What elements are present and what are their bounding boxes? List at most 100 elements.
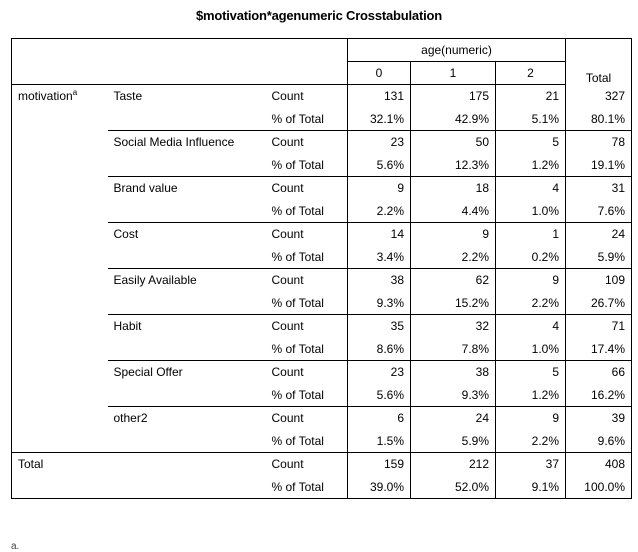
- count-cell: 212: [410, 452, 496, 476]
- count-cell: 31: [565, 176, 632, 200]
- table-row: % of Total 5.6% 12.3% 1.2% 19.1%: [12, 153, 632, 177]
- stat-label: Count: [271, 181, 304, 196]
- count-cell: 38: [347, 268, 411, 292]
- percent-cell: 5.6%: [347, 383, 411, 407]
- percent-cell: 1.5%: [347, 429, 411, 453]
- column-header: 2: [495, 61, 566, 85]
- percent-cell: 9.3%: [347, 291, 411, 315]
- column-group-header: age(numeric): [347, 38, 566, 62]
- percent-cell: 3.4%: [347, 245, 411, 269]
- count-cell: 14: [347, 222, 411, 246]
- percent-cell: 39.0%: [347, 475, 411, 499]
- stat-label: Count: [271, 319, 304, 334]
- percent-cell: 7.8%: [410, 337, 496, 361]
- stat-label: Count: [271, 365, 304, 380]
- percent-cell: 9.1%: [495, 475, 566, 499]
- count-cell: 50: [410, 130, 496, 154]
- percent-cell: 2.2%: [495, 429, 566, 453]
- stat-label: % of Total: [265, 153, 348, 177]
- percent-cell: 17.4%: [565, 337, 632, 361]
- table-row: Easily Available Count 38 62 9 109: [12, 268, 632, 315]
- stat-label: % of Total: [265, 337, 348, 361]
- percent-cell: 1.0%: [495, 199, 566, 223]
- percent-cell: 2.2%: [410, 245, 496, 269]
- percent-cell: 42.9%: [410, 107, 496, 131]
- count-cell: 38: [410, 360, 496, 384]
- percent-cell: 26.7%: [565, 291, 632, 315]
- percent-cell: 16.2%: [565, 383, 632, 407]
- table-row: % of Total 9.3% 15.2% 2.2% 26.7%: [12, 291, 632, 315]
- category-label: Special Offer: [107, 360, 266, 407]
- row-variable-name: motivation: [18, 89, 73, 103]
- percent-cell: 5.6%: [347, 153, 411, 177]
- percent-cell: 32.1%: [347, 107, 411, 131]
- count-cell: 62: [410, 268, 496, 292]
- count-cell: 9: [495, 268, 566, 292]
- stat-label: % of Total: [265, 291, 348, 315]
- percent-cell: 52.0%: [410, 475, 496, 499]
- count-cell: 66: [565, 360, 632, 384]
- stat-label: % of Total: [265, 245, 348, 269]
- table-row: Social Media Influence Count 23 50 5 78: [12, 130, 632, 177]
- table-row: % of Total 8.6% 7.8% 1.0% 17.4%: [12, 337, 632, 361]
- count-cell: 39: [565, 406, 632, 430]
- stat-label: Count: [271, 135, 304, 150]
- percent-cell: 2.2%: [495, 291, 566, 315]
- table-row: % of Total 5.6% 9.3% 1.2% 16.2%: [12, 383, 632, 407]
- corner-cell: [11, 38, 108, 62]
- percent-cell: 8.6%: [347, 337, 411, 361]
- count-cell: 23: [347, 130, 411, 154]
- count-cell: 1: [495, 222, 566, 246]
- stat-label: Count: [271, 89, 304, 104]
- count-cell: 131: [347, 84, 411, 108]
- count-cell: 24: [565, 222, 632, 246]
- stat-label: % of Total: [265, 383, 348, 407]
- count-cell: 35: [347, 314, 411, 338]
- category-label: Cost: [107, 222, 266, 269]
- total-row: Total Count 159 212 37 408: [11, 452, 632, 499]
- count-cell: 18: [410, 176, 496, 200]
- table-row: Brand value Count 9 18 4 31: [12, 176, 632, 223]
- table-row: motivationa Taste Count 131 175 21 327: [11, 84, 632, 453]
- percent-cell: 100.0%: [565, 475, 632, 499]
- percent-cell: 4.4%: [410, 199, 496, 223]
- category-label: Taste: [107, 84, 266, 131]
- count-cell: 4: [495, 314, 566, 338]
- count-cell: 5: [495, 130, 566, 154]
- category-label: Easily Available: [107, 268, 266, 315]
- count-cell: 9: [347, 176, 411, 200]
- table-title: $motivation*agenumeric Crosstabulation: [196, 8, 442, 23]
- table-row: % of Total 1.5% 5.9% 2.2% 9.6%: [12, 429, 632, 453]
- corner-cell: [107, 61, 266, 85]
- count-cell: 159: [347, 452, 411, 476]
- percent-cell: 9.3%: [410, 383, 496, 407]
- count-cell: 23: [347, 360, 411, 384]
- count-cell: 408: [565, 452, 632, 476]
- percent-cell: 2.2%: [347, 199, 411, 223]
- percent-cell: 5.1%: [495, 107, 566, 131]
- count-cell: 37: [495, 452, 566, 476]
- stat-label: Count: [271, 411, 304, 426]
- table-row: other2 Count 6 24 9 39: [12, 406, 632, 453]
- percent-cell: 19.1%: [565, 153, 632, 177]
- stat-label: % of Total: [265, 107, 348, 131]
- count-cell: 327: [565, 84, 632, 108]
- table-row: Habit Count 35 32 4 71: [12, 314, 632, 361]
- column-header: 1: [410, 61, 496, 85]
- category-label: Brand value: [107, 176, 266, 223]
- count-cell: 175: [410, 84, 496, 108]
- count-cell: 109: [565, 268, 632, 292]
- stat-label: % of Total: [265, 429, 348, 453]
- stat-label: Count: [271, 273, 304, 288]
- percent-cell: 9.6%: [565, 429, 632, 453]
- count-cell: 71: [565, 314, 632, 338]
- count-cell: 5: [495, 360, 566, 384]
- percent-cell: 12.3%: [410, 153, 496, 177]
- table-row: Special Offer Count 23 38 5 66: [12, 360, 632, 407]
- count-cell: 9: [410, 222, 496, 246]
- percent-cell: 1.0%: [495, 337, 566, 361]
- column-header: 0: [347, 61, 411, 85]
- stat-label: % of Total: [265, 475, 348, 499]
- table-row: Cost Count 14 9 1 24: [12, 222, 632, 269]
- corner-cell: [11, 61, 108, 85]
